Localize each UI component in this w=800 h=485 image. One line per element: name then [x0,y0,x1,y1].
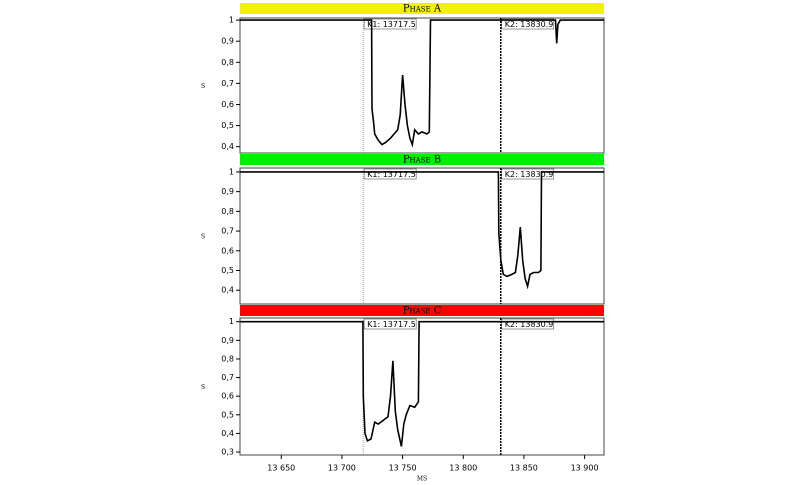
cursor-label: K1: 13717.5 [367,320,416,329]
plot-frame [239,317,605,456]
cursor-box [501,18,555,30]
y-tick-label: 0,8 [221,354,234,363]
y-axis-label: s [201,232,205,242]
cursor-label: K1: 13717.5 [367,170,416,179]
y-tick-label: 0,6 [221,100,234,109]
y-axis-label: s [201,382,205,392]
y-tick-label: 0,7 [221,227,234,236]
x-tick-label: 13 900 [571,464,599,473]
y-axis-label: s [201,81,205,91]
y-tick-label: 0,5 [221,410,234,419]
phase-title: Phase C [403,306,442,317]
phase-header [240,3,604,14]
y-tick-label: 1 [229,317,234,326]
phase-header [240,154,604,165]
x-tick-label: 13 850 [510,464,538,473]
y-tick-label: 0,9 [221,37,234,46]
y-tick-label: 0,9 [221,336,234,345]
phase-title: Phase A [403,4,442,15]
y-tick-label: 0,7 [221,373,234,382]
y-tick-label: 0,9 [221,187,234,196]
x-tick-label: 13 650 [267,464,295,473]
cursor-box [363,318,417,330]
plot-frame [239,167,605,305]
y-tick-label: 0,7 [221,79,234,88]
cursor-label: K1: 13717.5 [367,20,416,29]
cursor-label: K2: 13830.9 [505,170,554,179]
y-tick-label: 0,8 [221,207,234,216]
y-tick-label: 0,8 [221,58,234,67]
y-tick-label: 0,6 [221,392,234,401]
data-line [240,19,604,148]
cursor-box [501,318,555,330]
y-tick-label: 0,5 [221,266,234,275]
data-line [240,320,604,447]
y-tick-label: 0,4 [221,142,234,151]
y-tick-label: 0,3 [221,448,234,457]
phase-header [240,305,604,316]
phase-title: Phase B [403,155,441,166]
y-tick-label: 1 [229,167,234,176]
cursor-box [501,168,555,180]
x-tick-label: 13 750 [389,464,417,473]
y-tick-label: 0,5 [221,121,234,130]
x-axis-label: ms [417,474,427,484]
y-tick-label: 0,4 [221,429,234,438]
x-tick-label: 13 700 [328,464,356,473]
cursor-box [363,168,417,180]
cursor-box [363,18,417,30]
y-tick-label: 1 [229,16,234,25]
y-tick-label: 0,4 [221,286,234,295]
cursor-label: K2: 13830.9 [505,320,554,329]
y-tick-label: 0,6 [221,246,234,255]
plot-frame [239,17,605,154]
cursor-label: K2: 13830.9 [505,20,554,29]
x-tick-label: 13 800 [449,464,477,473]
data-line [240,171,604,290]
